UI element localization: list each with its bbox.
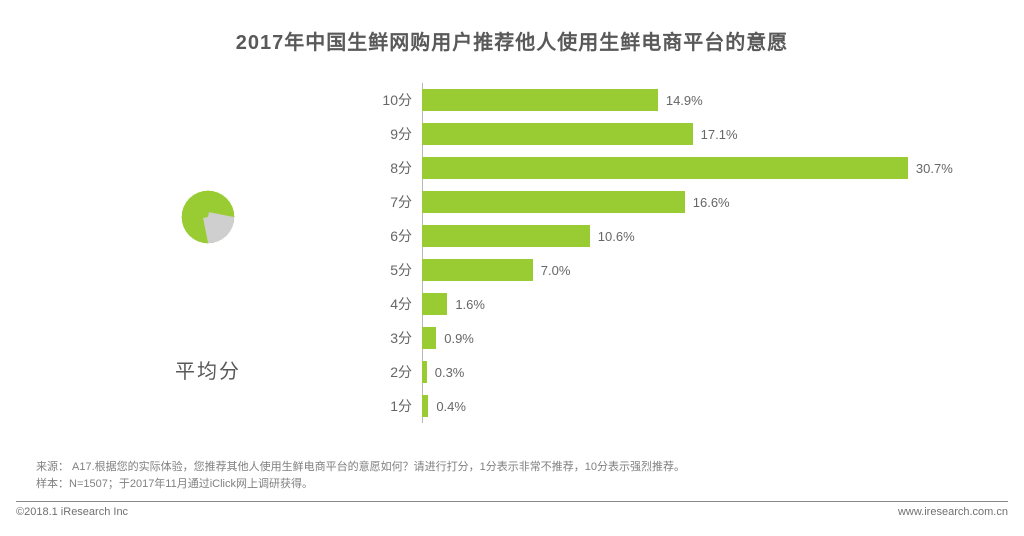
gauge-ring: 7.7 (98, 107, 318, 327)
note-sample: 样本：N=1507；于2017年11月通过iClick网上调研获得。 (36, 476, 685, 493)
bar (422, 123, 693, 145)
value-label: 30.7% (916, 161, 953, 176)
bar-area: 0.3% (422, 355, 976, 389)
bar (422, 157, 908, 179)
category-label: 7分 (368, 192, 422, 212)
bar-area: 1.6% (422, 287, 976, 321)
bar (422, 293, 447, 315)
bar-row: 10分 14.9% (368, 83, 976, 117)
bar-row: 5分 7.0% (368, 253, 976, 287)
bar-area: 30.7% (422, 151, 976, 185)
bar-area: 17.1% (422, 117, 976, 151)
category-label: 3分 (368, 328, 422, 348)
bar (422, 361, 427, 383)
value-label: 16.6% (693, 195, 730, 210)
chart-title: 2017年中国生鲜网购用户推荐他人使用生鲜电商平台的意愿 (0, 0, 1024, 55)
bar-row: 9分 17.1% (368, 117, 976, 151)
bar-row: 2分 0.3% (368, 355, 976, 389)
bar (422, 225, 590, 247)
bar-area: 7.0% (422, 253, 976, 287)
bar-row: 1分 0.4% (368, 389, 976, 423)
category-label: 2分 (368, 362, 422, 382)
value-label: 0.3% (435, 365, 465, 380)
bar-row: 7分 16.6% (368, 185, 976, 219)
bar (422, 191, 685, 213)
bar-area: 16.6% (422, 185, 976, 219)
bar-rows-container: 10分 14.9% 9分 17.1% 8分 30.7% 7分 16.6% 6分 10.6% 5分 7.… (368, 83, 976, 423)
category-label: 1分 (368, 396, 422, 416)
category-label: 4分 (368, 294, 422, 314)
value-label: 1.6% (455, 297, 485, 312)
bar (422, 395, 428, 417)
value-label: 17.1% (701, 127, 738, 142)
note-source: 来源： A17.根据您的实际体验，您推荐其他人使用生鲜电商平台的意愿如何？请进行… (36, 459, 685, 476)
value-label: 0.4% (436, 399, 466, 414)
bar-row: 6分 10.6% (368, 219, 976, 253)
bar-row: 4分 1.6% (368, 287, 976, 321)
bar-chart: 10分 14.9% 9分 17.1% 8分 30.7% 7分 16.6% 6分 10.6% 5分 7.… (368, 79, 976, 423)
bar-area: 10.6% (422, 219, 976, 253)
bar (422, 259, 533, 281)
bar-area: 14.9% (422, 83, 976, 117)
content-area: 7.7 平均分 10分14.9%9分17.1%8分30.7%7分16.6%6分1… (0, 55, 1024, 423)
gauge-column: 7.7 平均分 (48, 79, 368, 423)
bar (422, 327, 436, 349)
footer-bar: ©2018.1 iResearch Inc www.iresearch.com.… (16, 501, 1008, 518)
source-notes: 来源： A17.根据您的实际体验，您推荐其他人使用生鲜电商平台的意愿如何？请进行… (36, 459, 685, 492)
category-label: 5分 (368, 260, 422, 280)
category-label: 10分 (368, 90, 422, 110)
bar-area: 0.4% (422, 389, 976, 423)
value-label: 0.9% (444, 331, 474, 346)
value-label: 10.6% (598, 229, 635, 244)
bar-row: 3分 0.9% (368, 321, 976, 355)
value-label: 14.9% (666, 93, 703, 108)
gauge-label: 平均分 (175, 355, 241, 384)
category-label: 8分 (368, 158, 422, 178)
category-label: 6分 (368, 226, 422, 246)
category-label: 9分 (368, 124, 422, 144)
bar-row: 8分 30.7% (368, 151, 976, 185)
website-url: www.iresearch.com.cn (898, 506, 1008, 518)
value-label: 7.0% (541, 263, 571, 278)
bar-area: 0.9% (422, 321, 976, 355)
copyright: ©2018.1 iResearch Inc (16, 506, 128, 518)
bar (422, 89, 658, 111)
